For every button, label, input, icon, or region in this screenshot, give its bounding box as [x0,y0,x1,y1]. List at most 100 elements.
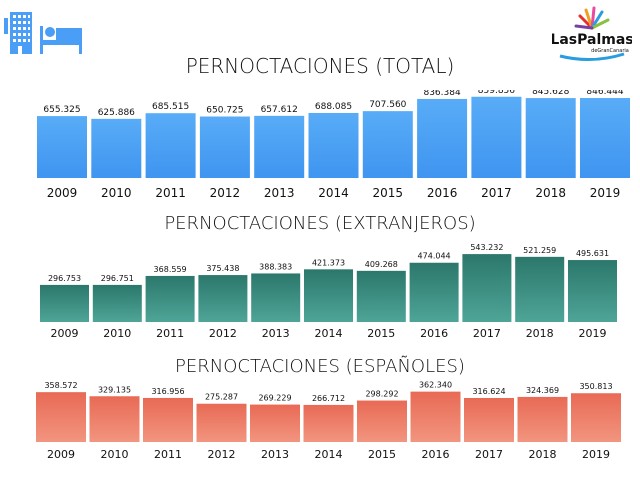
bar-2017 [471,96,522,178]
bar-2015 [357,400,407,442]
data-label: 324.369 [526,386,559,395]
logo-subtext: deGranCanaria [591,48,629,54]
palm-logo-icon [574,6,610,30]
x-tick-label: 2014 [315,327,343,340]
bar-2016 [409,262,459,322]
x-tick-label: 2019 [579,327,607,340]
bar-2019 [568,260,617,322]
x-tick-label: 2015 [373,186,404,200]
x-tick-label: 2018 [535,186,566,200]
data-label: 266.712 [312,394,345,403]
bar-2017 [462,254,512,322]
data-label: 707.560 [369,100,406,110]
bar-2009 [36,392,86,442]
data-label: 316.624 [472,387,505,396]
x-tick-label: 2014 [318,186,349,200]
data-label: 688.085 [315,102,352,112]
data-label: 543.232 [470,243,503,252]
data-label: 316.956 [151,387,184,396]
x-tick-label: 2017 [475,448,503,461]
x-tick-label: 2018 [526,327,554,340]
x-tick-label: 2011 [155,186,186,200]
chart-total: 655.325 2009 625.886 2010 685.515 2011 650.725… [37,90,630,200]
data-label: 275.287 [205,393,238,402]
x-tick-label: 2016 [427,186,458,200]
x-tick-label: 2017 [473,327,501,340]
data-label: 657.612 [261,105,298,115]
data-label: 474.044 [418,252,451,261]
x-tick-label: 2019 [590,186,621,200]
data-label: 625.886 [98,108,135,118]
data-label: 409.268 [365,260,398,269]
x-tick-label: 2009 [47,186,78,200]
bar-2009 [40,284,89,322]
bar-2014 [303,404,354,442]
bar-2009 [37,116,87,178]
data-label: 655.325 [43,105,80,115]
chart-title-extranjeros: PERNOCTACIONES (EXTRANJEROS) [164,213,476,234]
data-label: 845.628 [532,90,569,97]
x-tick-label: 2013 [264,186,295,200]
x-tick-label: 2015 [368,448,396,461]
x-tick-label: 2013 [261,448,289,461]
data-label: 368.559 [154,265,187,274]
bar-2011 [145,113,196,178]
data-label: 836.384 [423,90,460,98]
x-tick-label: 2009 [51,327,79,340]
data-label: 329.135 [98,385,131,394]
bar-2019 [571,393,621,442]
x-tick-label: 2018 [529,448,557,461]
bar-2018 [525,98,576,178]
bar-2017 [464,397,514,442]
bar-2011 [145,275,195,322]
data-label: 375.438 [206,264,239,273]
bar-2014 [308,112,359,178]
data-label: 358.572 [44,381,77,390]
bed-icon [40,26,82,54]
data-label: 846.444 [586,90,623,97]
x-tick-label: 2011 [154,448,182,461]
bar-2011 [143,397,193,442]
data-label: 298.292 [365,390,398,399]
bar-2016 [410,391,461,442]
bar-2010 [91,118,142,178]
x-tick-label: 2016 [422,448,450,461]
data-label: 269.229 [258,394,291,403]
x-tick-label: 2010 [103,327,131,340]
chart-title-espanoles: PERNOCTACIONES (ESPAÑOLES) [175,356,465,377]
chart-title-total: PERNOCTACIONES (TOTAL) [185,54,455,78]
data-label: 362.340 [419,381,452,390]
bar-2016 [417,98,468,178]
x-tick-label: 2012 [209,327,237,340]
bar-2019 [580,98,630,178]
header-icons [4,12,104,58]
bar-2010 [89,396,140,442]
data-label: 685.515 [152,102,189,112]
data-label: 350.813 [579,382,612,391]
x-tick-label: 2011 [156,327,184,340]
bar-2013 [251,273,301,322]
x-tick-label: 2010 [101,448,129,461]
bar-2018 [515,256,565,322]
x-tick-label: 2012 [210,186,241,200]
x-tick-label: 2012 [208,448,236,461]
chart-extranjeros: 296.753 2009 296.751 2010 368.559 2011 375.438… [40,243,617,340]
x-tick-label: 2015 [367,327,395,340]
bar-2010 [92,284,142,322]
data-label: 650.725 [206,106,243,116]
data-label: 859.856 [478,90,515,96]
chart-espanoles: 358.572 2009 329.135 2010 316.956 2011 275.287… [36,381,621,461]
x-tick-label: 2019 [582,448,610,461]
data-label: 296.753 [48,274,81,283]
bar-2015 [362,111,413,178]
data-label: 421.373 [312,258,345,267]
bar-2012 [199,116,250,178]
logo-text: LasPalmas [552,32,632,48]
data-label: 521.259 [523,246,556,255]
bar-2013 [250,404,300,442]
hotel-building-icon [4,12,32,54]
data-label: 296.751 [101,274,134,283]
bar-2013 [254,115,305,178]
bar-2015 [356,270,406,322]
data-label: 388.383 [259,262,292,271]
